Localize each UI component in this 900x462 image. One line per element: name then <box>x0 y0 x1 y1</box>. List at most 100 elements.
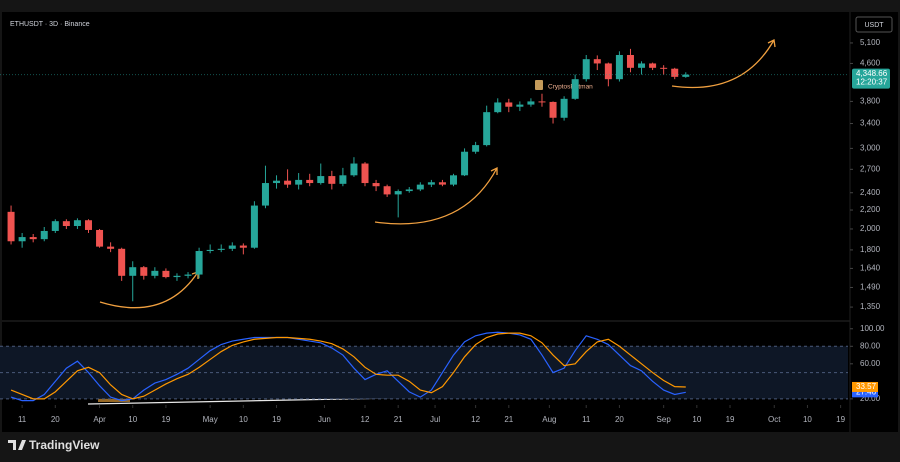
candle-body <box>250 205 258 248</box>
candle-body <box>449 175 457 185</box>
y-tick-label: 5,100 <box>860 38 881 47</box>
candle-body <box>438 182 446 185</box>
candle-body <box>40 230 48 240</box>
candle-body <box>361 163 369 184</box>
x-tick-label: 12 <box>361 415 370 424</box>
annotation-icon <box>535 80 543 90</box>
y-tick-label: 100.00 <box>860 324 885 333</box>
candle-body <box>195 251 203 275</box>
y-tick-label: 2,400 <box>860 188 881 197</box>
logo-text: TradingView <box>29 438 100 452</box>
candle-body <box>582 59 590 80</box>
x-tick-label: 19 <box>272 415 281 424</box>
candle-body <box>151 270 159 276</box>
candle-body <box>649 63 657 68</box>
candle-body <box>494 102 502 113</box>
candle-body <box>615 54 623 80</box>
x-tick-label: Apr <box>93 415 106 424</box>
x-tick-label: 12 <box>471 415 480 424</box>
value-tag <box>852 387 878 398</box>
x-tick-label: 21 <box>504 415 513 424</box>
x-tick-label: 10 <box>803 415 812 424</box>
candle-body <box>505 102 513 107</box>
x-tick-label: 21 <box>394 415 403 424</box>
candle-body <box>239 245 247 248</box>
x-tick-label: Jul <box>430 415 440 424</box>
x-tick-label: Aug <box>542 415 556 424</box>
y-tick-label: 1,800 <box>860 245 881 254</box>
y-tick-label: 2,200 <box>860 205 881 214</box>
candle-body <box>284 180 292 185</box>
candle-body <box>549 101 557 118</box>
countdown: 12:20:37 <box>856 78 888 87</box>
y-tick-label: 4,600 <box>860 59 881 68</box>
candle-body <box>29 237 37 240</box>
logo-icon <box>8 440 26 450</box>
x-tick-label: 11 <box>18 415 27 424</box>
x-tick-label: 20 <box>615 415 624 424</box>
candle-body <box>7 211 15 242</box>
candle-body <box>560 98 568 118</box>
candle-body <box>638 63 646 68</box>
y-tick-label: 60.00 <box>860 359 881 368</box>
x-tick-label: 20 <box>51 415 60 424</box>
candle-body <box>483 112 491 146</box>
candle-body <box>173 275 181 278</box>
y-tick-label: 1,640 <box>860 264 881 273</box>
y-tick-label: 3,400 <box>860 119 881 128</box>
x-tick-label: 19 <box>161 415 170 424</box>
value-tag <box>852 381 878 392</box>
candle-body <box>538 101 546 103</box>
x-tick-label: 19 <box>726 415 735 424</box>
marks: 1,350 1,490 1,640 1,800 2,000 2,200 2,400 2,700… <box>0 38 890 424</box>
x-tick-label: Sep <box>657 415 672 424</box>
arrow-head <box>490 166 498 175</box>
x-tick-label: May <box>203 415 218 424</box>
candle-body <box>593 59 601 64</box>
candle-body <box>51 221 59 231</box>
x-tick-label: 11 <box>582 415 591 424</box>
candle-body <box>383 186 391 195</box>
candle-body <box>140 267 148 276</box>
indicator-line <box>10 332 686 400</box>
candle-body <box>405 189 413 192</box>
candle-body <box>427 182 435 185</box>
x-tick-label: Jun <box>318 415 331 424</box>
y-tick-label: 1,490 <box>860 283 881 292</box>
candle-body <box>394 191 402 195</box>
curved-arrow <box>671 39 775 89</box>
candle-body <box>62 221 70 227</box>
y-tick-label: 20.00 <box>860 394 881 403</box>
candle-body <box>339 175 347 184</box>
candle-body <box>328 176 336 184</box>
candle-body <box>626 54 634 68</box>
candle-body <box>682 74 690 77</box>
candle-body <box>604 63 612 80</box>
candle-body <box>217 248 225 250</box>
x-tick-label: 10 <box>128 415 137 424</box>
candle-body <box>129 267 137 276</box>
x-tick-label: 10 <box>692 415 701 424</box>
candle-body <box>372 183 380 187</box>
candle-body <box>84 220 92 230</box>
candle-body <box>261 183 269 206</box>
candle-body <box>273 180 281 184</box>
candle-body <box>295 179 303 185</box>
logo: TradingView <box>8 438 100 452</box>
curved-arrow <box>99 271 199 309</box>
x-tick-label: 10 <box>239 415 248 424</box>
currency-box[interactable] <box>855 16 893 33</box>
y-tick-label: 2,700 <box>860 164 881 173</box>
symbol-title: ETHUSDT · 3D · Binance <box>10 21 90 28</box>
indicator-line <box>10 331 686 402</box>
currency[interactable]: USDT <box>864 22 884 29</box>
candle-body <box>671 68 679 77</box>
candle-body <box>416 184 424 190</box>
candle-body <box>162 270 170 278</box>
candle-body <box>571 79 579 99</box>
candle-body <box>350 163 358 176</box>
y-tick-label: 1,350 <box>860 302 881 311</box>
candle-body <box>73 220 81 227</box>
candle-body <box>472 145 480 152</box>
annotation: CryptosBatman <box>548 84 593 91</box>
